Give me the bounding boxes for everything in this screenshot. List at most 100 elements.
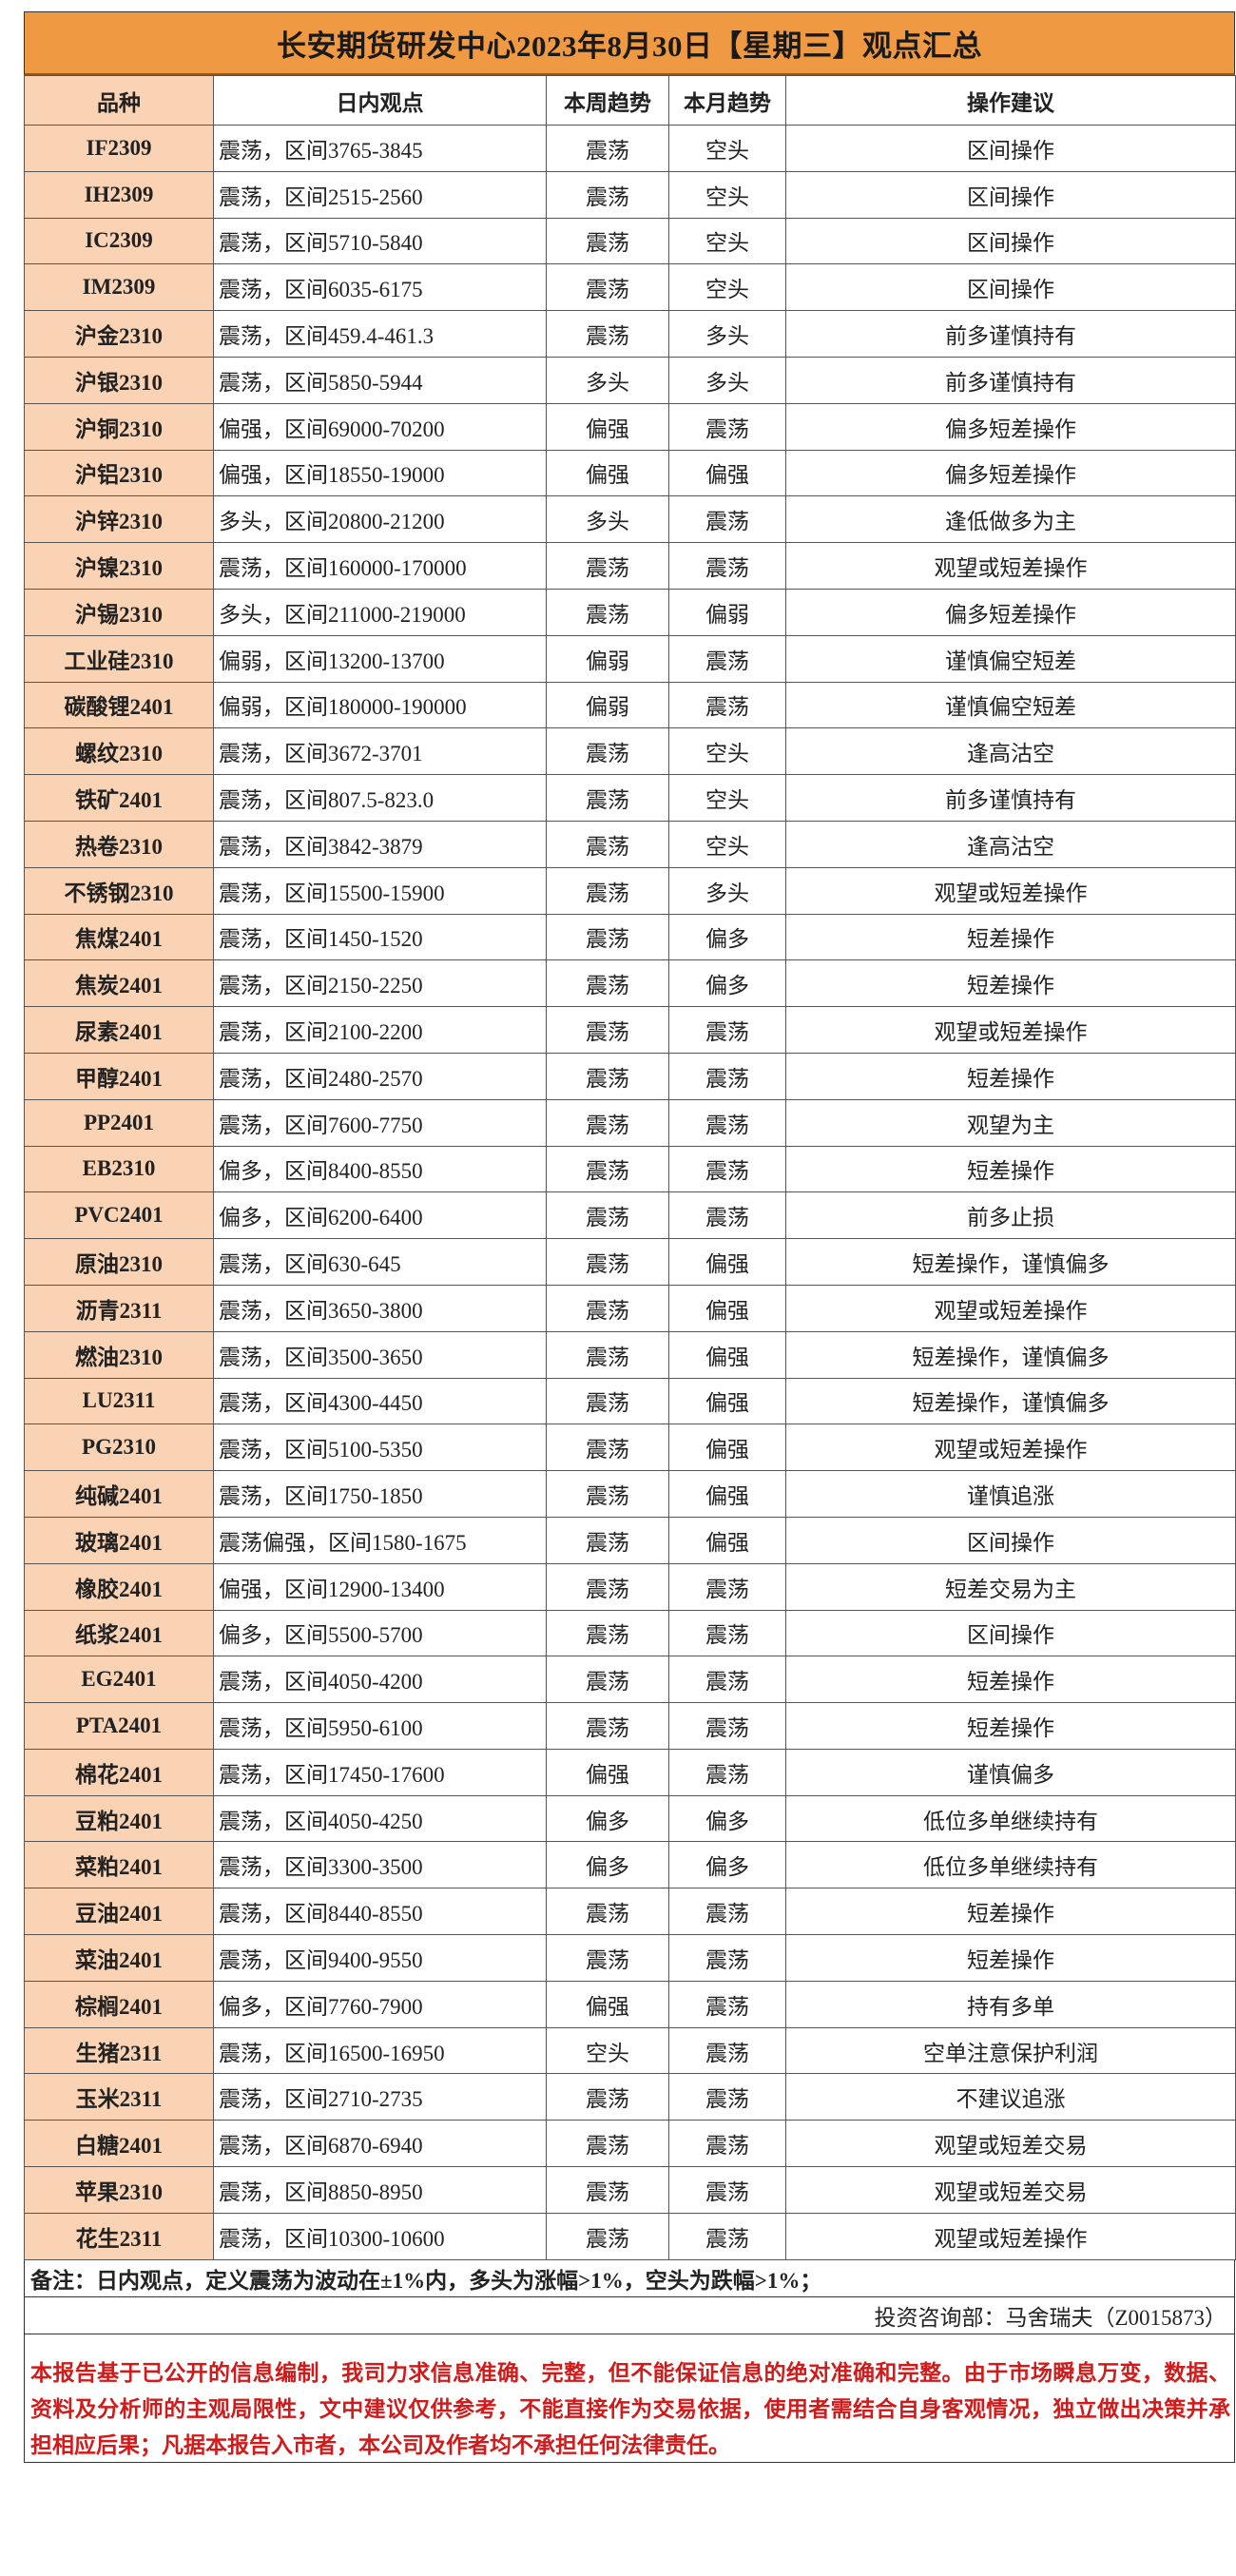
variety-cell: 花生2311 [24, 2212, 214, 2260]
table-row: 菜油2401 震荡，区间9400-9550 震荡 震荡 短差操作 [24, 1934, 1236, 1982]
weekly-trend-cell: 震荡 [546, 1191, 669, 1240]
variety-cell: 焦炭2401 [24, 959, 214, 1008]
variety-cell: 纯碱2401 [24, 1470, 214, 1518]
variety-cell: IM2309 [24, 263, 214, 312]
weekly-trend-cell: 震荡 [546, 1145, 669, 1193]
weekly-trend-cell: 震荡 [546, 959, 669, 1008]
intraday-view-cell: 震荡，区间9400-9550 [213, 1934, 547, 1982]
variety-cell: 菜粕2401 [24, 1841, 214, 1889]
suggestion-cell: 观望或短差操作 [785, 542, 1236, 590]
variety-cell: PG2310 [24, 1424, 214, 1472]
intraday-view-cell: 震荡，区间6035-6175 [213, 263, 547, 312]
monthly-trend-cell: 震荡 [668, 542, 786, 590]
monthly-trend-cell: 震荡 [668, 1052, 786, 1100]
header-intraday-view: 日内观点 [213, 75, 547, 126]
intraday-view-cell: 震荡，区间2150-2250 [213, 959, 547, 1008]
variety-cell: 沪锌2310 [24, 495, 214, 544]
suggestion-cell: 观望或短差操作 [785, 2212, 1236, 2260]
variety-cell: 沪银2310 [24, 356, 214, 404]
weekly-trend-cell: 偏弱 [546, 634, 669, 683]
suggestion-cell: 观望或短差交易 [785, 2120, 1236, 2168]
variety-cell: 甲醇2401 [24, 1052, 214, 1100]
suggestion-cell: 区间操作 [785, 170, 1236, 219]
suggestion-cell: 谨慎偏空短差 [785, 681, 1236, 729]
suggestion-cell: 观望或短差操作 [785, 1284, 1236, 1332]
variety-cell: 生猪2311 [24, 2026, 214, 2075]
suggestion-cell: 短差操作 [785, 1934, 1236, 1982]
suggestion-cell: 谨慎追涨 [785, 1470, 1236, 1518]
variety-cell: 玉米2311 [24, 2073, 214, 2121]
suggestion-cell: 逢高沽空 [785, 727, 1236, 776]
monthly-trend-cell: 空头 [668, 774, 786, 822]
intraday-view-cell: 震荡，区间2710-2735 [213, 2073, 547, 2121]
weekly-trend-cell: 震荡 [546, 588, 669, 636]
suggestion-cell: 观望或短差操作 [785, 866, 1236, 915]
weekly-trend-cell: 震荡 [546, 2120, 669, 2168]
disclaimer: 本报告基于已公开的信息编制，我司力求信息准确、完整，但不能保证信息的绝对准确和完… [24, 2334, 1235, 2463]
monthly-trend-cell: 震荡 [668, 402, 786, 451]
monthly-trend-cell: 震荡 [668, 495, 786, 544]
intraday-view-cell: 偏强，区间18550-19000 [213, 449, 547, 497]
monthly-trend-cell: 震荡 [668, 1656, 786, 1704]
table-row: EG2401 震荡，区间4050-4200 震荡 震荡 短差操作 [24, 1656, 1236, 1704]
suggestion-cell: 短差操作 [785, 1702, 1236, 1750]
table-row: 沪锡2310 多头，区间211000-219000 震荡 偏弱 偏多短差操作 [24, 588, 1236, 636]
suggestion-cell: 逢低做多为主 [785, 495, 1236, 544]
variety-cell: 螺纹2310 [24, 727, 214, 776]
table-row: 工业硅2310 偏弱，区间13200-13700 偏弱 震荡 谨慎偏空短差 [24, 634, 1236, 683]
suggestion-cell: 低位多单继续持有 [785, 1841, 1236, 1889]
weekly-trend-cell: 震荡 [546, 774, 669, 822]
weekly-trend-cell: 偏强 [546, 449, 669, 497]
intraday-view-cell: 震荡，区间7600-7750 [213, 1098, 547, 1147]
intraday-view-cell: 震荡，区间1450-1520 [213, 913, 547, 961]
variety-cell: 燃油2310 [24, 1330, 214, 1379]
suggestion-cell: 短差操作 [785, 1145, 1236, 1193]
weekly-trend-cell: 震荡 [546, 913, 669, 961]
note: 备注：日内观点，定义震荡为波动在±1%内，多头为涨幅>1%，空头为跌幅>1%； [24, 2259, 1235, 2297]
monthly-trend-cell: 空头 [668, 727, 786, 776]
table-row: 沪镍2310 震荡，区间160000-170000 震荡 震荡 观望或短差操作 [24, 542, 1236, 590]
header-variety: 品种 [24, 75, 214, 126]
views-table: 品种 日内观点 本周趋势 本月趋势 操作建议 IF2309 震荡，区间3765-3… [24, 75, 1236, 2260]
weekly-trend-cell: 震荡 [546, 542, 669, 590]
suggestion-cell: 观望或短差交易 [785, 2166, 1236, 2214]
weekly-trend-cell: 空头 [546, 2026, 669, 2075]
monthly-trend-cell: 震荡 [668, 634, 786, 683]
suggestion-cell: 偏多短差操作 [785, 588, 1236, 636]
suggestion-cell: 不建议追涨 [785, 2073, 1236, 2121]
variety-cell: 橡胶2401 [24, 1562, 214, 1611]
monthly-trend-cell: 空头 [668, 820, 786, 868]
variety-cell: IH2309 [24, 170, 214, 219]
monthly-trend-cell: 震荡 [668, 2073, 786, 2121]
report-sheet: 长安期货研发中心2023年8月30日【星期三】观点汇总 品种 日内观点 本周趋势… [24, 11, 1236, 2463]
intraday-view-cell: 震荡，区间2515-2560 [213, 170, 547, 219]
intraday-view-cell: 多头，区间211000-219000 [213, 588, 547, 636]
intraday-view-cell: 偏多，区间6200-6400 [213, 1191, 547, 1240]
variety-cell: 沥青2311 [24, 1284, 214, 1332]
intraday-view-cell: 偏强，区间69000-70200 [213, 402, 547, 451]
table-row: 棉花2401 震荡，区间17450-17600 偏强 震荡 谨慎偏多 [24, 1748, 1236, 1796]
suggestion-cell: 短差操作 [785, 1052, 1236, 1100]
monthly-trend-cell: 偏多 [668, 1841, 786, 1889]
variety-cell: 白糖2401 [24, 2120, 214, 2168]
variety-cell: 玻璃2401 [24, 1516, 214, 1564]
suggestion-cell: 前多谨慎持有 [785, 774, 1236, 822]
table-row: 生猪2311 震荡，区间16500-16950 空头 震荡 空单注意保护利润 [24, 2026, 1236, 2075]
intraday-view-cell: 震荡，区间160000-170000 [213, 542, 547, 590]
variety-cell: 豆油2401 [24, 1888, 214, 1936]
variety-cell: PVC2401 [24, 1191, 214, 1240]
suggestion-cell: 区间操作 [785, 1609, 1236, 1657]
intraday-view-cell: 偏多，区间7760-7900 [213, 1980, 547, 2028]
monthly-trend-cell: 震荡 [668, 1191, 786, 1240]
table-row: 豆粕2401 震荡，区间4050-4250 偏多 偏多 低位多单继续持有 [24, 1794, 1236, 1843]
weekly-trend-cell: 震荡 [546, 1934, 669, 1982]
suggestion-cell: 偏多短差操作 [785, 449, 1236, 497]
weekly-trend-cell: 震荡 [546, 1377, 669, 1425]
table-row: 菜粕2401 震荡，区间3300-3500 偏多 偏多 低位多单继续持有 [24, 1841, 1236, 1889]
variety-cell: PP2401 [24, 1098, 214, 1147]
monthly-trend-cell: 空头 [668, 125, 786, 172]
weekly-trend-cell: 震荡 [546, 263, 669, 312]
table-row: 螺纹2310 震荡，区间3672-3701 震荡 空头 逢高沽空 [24, 727, 1236, 776]
table-row: 花生2311 震荡，区间10300-10600 震荡 震荡 观望或短差操作 [24, 2212, 1236, 2260]
intraday-view-cell: 震荡，区间4300-4450 [213, 1377, 547, 1425]
